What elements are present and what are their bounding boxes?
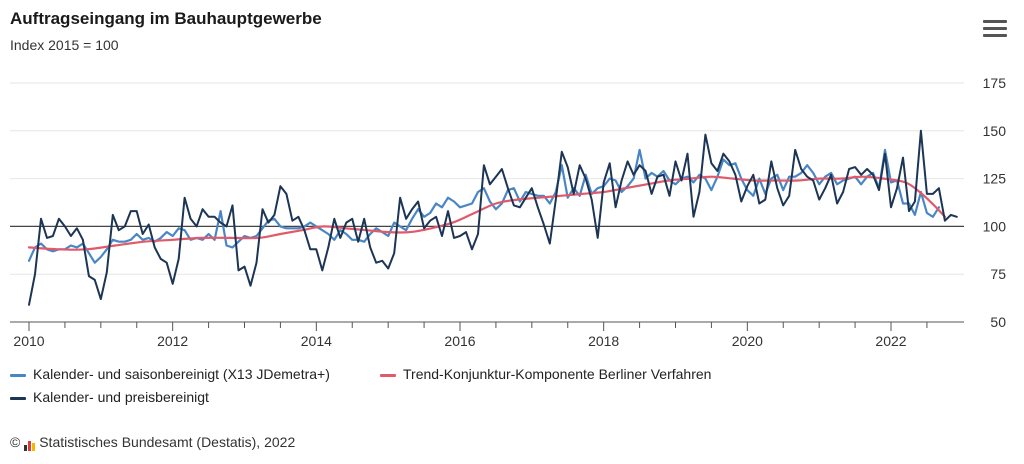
legend-swatch-price <box>10 396 26 400</box>
legend-label-seasonal: Kalender- und saisonbereinigt (X13 JDeme… <box>33 366 330 382</box>
series-lines <box>27 129 958 306</box>
legend-swatch-trend <box>380 373 396 377</box>
series-line-price <box>28 129 958 306</box>
legend-label-price: Kalender- und preisbereinigt <box>33 389 209 405</box>
y-tick-label: 150 <box>983 123 1007 139</box>
x-tick-label: 2010 <box>13 333 44 349</box>
y-tick-label: 175 <box>983 75 1007 91</box>
chart-subtitle: Index 2015 = 100 <box>10 37 119 53</box>
y-tick-label: 100 <box>983 218 1007 234</box>
credit: © Statistisches Bundesamt (Destatis), 20… <box>10 434 295 451</box>
legend-label-trend: Trend-Konjunktur-Komponente Berliner Ver… <box>403 366 712 382</box>
y-axis: 175 150 125 100 75 50 <box>983 75 1007 330</box>
chart-title: Auftragseingang im Bauhauptgewerbe <box>10 9 322 28</box>
destatis-logo-icon <box>24 435 36 451</box>
x-tick-label: 2022 <box>875 333 906 349</box>
x-tick-label: 2020 <box>732 333 763 349</box>
credit-text: Statistisches Bundesamt (Destatis), 2022 <box>39 434 296 450</box>
legend-swatch-seasonal <box>10 373 26 377</box>
y-tick-label: 50 <box>990 314 1006 330</box>
x-tick-label: 2014 <box>301 333 332 349</box>
x-axis: 2010 2012 2014 2016 2018 2020 2022 <box>10 321 964 349</box>
legend-item-trend[interactable]: Trend-Konjunktur-Komponente Berliner Ver… <box>380 366 711 382</box>
series-line-trend <box>27 175 946 251</box>
hamburger-menu-icon[interactable] <box>983 20 1007 40</box>
copyright-symbol: © <box>10 434 21 450</box>
x-tick-label: 2016 <box>444 333 475 349</box>
x-tick-label: 2018 <box>588 333 619 349</box>
y-tick-label: 125 <box>983 171 1007 187</box>
legend-item-price[interactable]: Kalender- und preisbereinigt <box>10 389 209 405</box>
y-tick-label: 75 <box>990 266 1006 282</box>
x-tick-label: 2012 <box>157 333 188 349</box>
legend-item-seasonal[interactable]: Kalender- und saisonbereinigt (X13 JDeme… <box>10 366 330 382</box>
